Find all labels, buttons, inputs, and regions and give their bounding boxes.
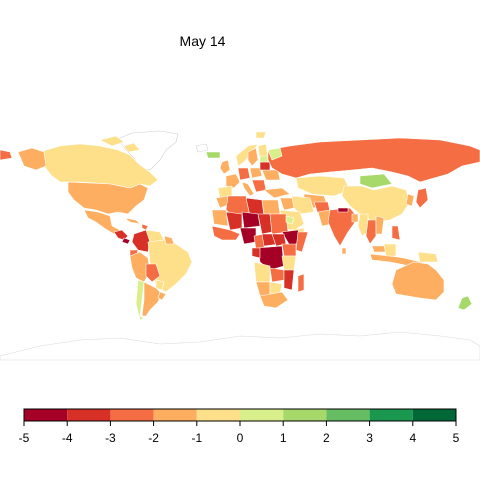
legend-tick-label: 3: [366, 431, 373, 445]
legend-tick-label: -1: [191, 431, 202, 445]
country-sri-lanka: [341, 247, 347, 255]
legend-swatch: [326, 409, 370, 421]
country-mauritania: [211, 209, 229, 227]
country-russia-west-edge: [0, 149, 13, 161]
legend-tick-label: -3: [105, 431, 116, 445]
legend-tick-label: 2: [323, 431, 330, 445]
map-title: May 14: [179, 33, 226, 49]
antarctica: [0, 331, 480, 361]
country-nepal: [337, 207, 349, 213]
country-costa-rica: [121, 237, 131, 245]
country-guianas: [163, 235, 175, 245]
country-usa: [67, 181, 149, 215]
country-ukraine: [261, 169, 281, 181]
country-korea: [405, 193, 415, 207]
country-thailand: [365, 219, 377, 245]
country-germany: [237, 167, 251, 181]
country-baltics: [259, 155, 269, 163]
country-bolivia: [145, 263, 161, 283]
country-vietnam: [375, 215, 385, 235]
legend-swatch: [196, 409, 240, 421]
country-chile: [135, 279, 145, 321]
legend-swatch: [240, 409, 284, 421]
legend-swatch: [24, 409, 68, 421]
legend-tick-label: 5: [453, 431, 460, 445]
country-eritrea: [285, 215, 295, 225]
country-france: [225, 173, 241, 189]
country-niger: [241, 211, 261, 229]
country-bangladesh: [351, 213, 359, 223]
legend-swatch: [369, 409, 413, 421]
legend-tick-label: 4: [409, 431, 416, 445]
country-mongolia: [359, 173, 393, 189]
country-russia-arctic-island: [267, 147, 283, 161]
country-greenland: [117, 130, 179, 171]
legend-tick-label: -5: [19, 431, 30, 445]
country-alaska: [17, 147, 47, 171]
country-sweden: [247, 147, 259, 167]
country-borneo: [383, 243, 397, 257]
country-iraq: [279, 197, 295, 211]
legend-swatch: [153, 409, 197, 421]
country-drc: [257, 245, 285, 271]
legend-swatch: [412, 409, 456, 421]
world-map: [0, 130, 480, 361]
country-madagascar: [297, 273, 305, 293]
legend-tick-label: 1: [280, 431, 287, 445]
legend-tick-label: -4: [62, 431, 73, 445]
country-iceland: [195, 143, 209, 153]
legend-color-bar: [23, 408, 457, 422]
country-myanmar: [357, 213, 369, 237]
legend-swatch: [110, 409, 154, 421]
country-somalia: [295, 231, 309, 253]
country-congo: [251, 247, 261, 259]
country-canada-islands: [99, 135, 141, 153]
country-india: [327, 207, 359, 247]
country-south-africa: [259, 291, 289, 309]
country-argentina: [141, 281, 163, 317]
country-turkey: [263, 187, 291, 199]
country-paraguay: [155, 279, 165, 291]
country-mozambique: [283, 269, 295, 291]
legend-tick-label: -2: [148, 431, 159, 445]
country-greenland-east-small: [205, 151, 221, 159]
legend-swatch: [283, 409, 327, 421]
country-png: [417, 251, 439, 263]
country-west-africa: [211, 225, 241, 241]
country-australia: [391, 261, 445, 301]
country-new-zealand: [457, 295, 473, 311]
legend-tick-label: 0: [237, 431, 244, 445]
country-russia: [267, 137, 480, 183]
country-italy: [241, 181, 255, 197]
country-kazakhstan: [295, 175, 351, 197]
country-china: [341, 185, 411, 223]
country-uruguay: [157, 291, 167, 301]
country-philippines: [391, 225, 401, 241]
country-svalbard: [255, 131, 267, 139]
country-canada: [39, 143, 159, 189]
legend-swatch: [67, 409, 111, 421]
country-poland: [249, 167, 263, 179]
country-central-america: [113, 229, 129, 241]
legend-ticks: -5 -4 -3 -2 -1 0 1 2 3 4 5: [19, 421, 460, 445]
country-japan: [415, 187, 429, 209]
country-cuba: [123, 217, 141, 225]
country-uk: [219, 159, 231, 175]
